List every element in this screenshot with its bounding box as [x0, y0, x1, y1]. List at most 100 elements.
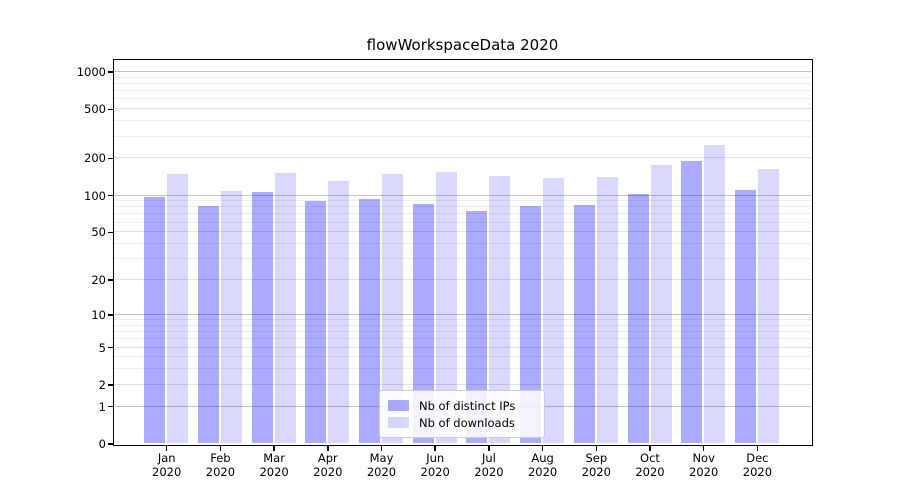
- bar: [757, 168, 779, 444]
- x-tick-mark: [488, 445, 490, 451]
- gridline: [113, 83, 812, 85]
- legend-swatch-distinct-ips: [388, 400, 409, 411]
- bar: [466, 211, 488, 444]
- y-tick-mark: [107, 157, 113, 160]
- bar: [704, 144, 726, 444]
- gridline: [113, 338, 812, 340]
- gridline: [113, 213, 812, 215]
- gridline: [113, 194, 812, 196]
- y-tick-label: 100: [84, 188, 106, 203]
- bar: [435, 171, 457, 444]
- x-tick-label: Jan 2020: [152, 451, 182, 479]
- x-tick-label: Sep 2020: [581, 451, 611, 479]
- gridline: [113, 356, 812, 358]
- gridline: [113, 135, 812, 137]
- y-tick-label: 5: [98, 340, 106, 355]
- x-tick-mark: [649, 445, 651, 451]
- bar: [220, 190, 242, 444]
- bar: [412, 203, 434, 444]
- gridline: [113, 200, 812, 202]
- y-tick-label: 500: [84, 102, 106, 117]
- gridline: [113, 313, 812, 315]
- gridline: [113, 258, 812, 260]
- legend: Nb of distinct IPs Nb of downloads: [379, 390, 545, 438]
- x-tick-label: Jun 2020: [420, 451, 450, 479]
- x-tick-mark: [273, 445, 275, 451]
- legend-item-downloads: Nb of downloads: [388, 414, 536, 431]
- y-tick-mark: [107, 405, 113, 408]
- chart-title: flowWorkspaceData 2020: [366, 36, 559, 54]
- bar: [573, 204, 595, 444]
- y-tick-label: 20: [91, 273, 106, 288]
- bar: [167, 174, 189, 444]
- x-tick-label: Feb 2020: [205, 451, 236, 479]
- gridline: [113, 319, 812, 321]
- gridline: [113, 279, 812, 281]
- y-tick-label: 200: [84, 151, 106, 166]
- y-tick-mark: [107, 194, 113, 197]
- gridline: [113, 157, 812, 159]
- gridline: [113, 231, 812, 233]
- bar: [596, 176, 618, 444]
- bar: [627, 193, 649, 444]
- bar: [734, 189, 756, 444]
- plot-area: [112, 59, 813, 446]
- x-tick-mark: [219, 445, 222, 451]
- y-tick-label: 0: [98, 437, 106, 451]
- gridline: [113, 331, 812, 333]
- gridline: [113, 76, 812, 78]
- x-tick-label: Nov 2020: [689, 451, 719, 479]
- gridline: [113, 98, 812, 100]
- x-tick-label: Aug 2020: [527, 451, 558, 479]
- y-tick-label: 1: [98, 399, 106, 414]
- gridline: [113, 108, 812, 110]
- bar: [359, 199, 380, 444]
- x-tick-label: Oct 2020: [635, 451, 665, 479]
- legend-item-distinct-ips: Nb of distinct IPs: [388, 397, 536, 414]
- y-tick-mark: [107, 71, 113, 73]
- y-tick-mark: [107, 346, 113, 349]
- gridline: [113, 120, 812, 122]
- legend-swatch-downloads: [388, 417, 409, 428]
- bar: [650, 164, 672, 444]
- x-tick-label: Jul 2020: [474, 451, 504, 479]
- bar: [144, 197, 166, 444]
- y-tick-label: 10: [91, 307, 106, 322]
- x-tick-mark: [327, 445, 329, 451]
- gridline: [113, 206, 812, 208]
- x-tick-mark: [702, 445, 705, 451]
- x-tick-label: May 2020: [366, 451, 397, 479]
- y-tick-mark: [107, 231, 113, 234]
- y-tick-label: 1000: [76, 65, 106, 80]
- x-tick-mark: [434, 445, 436, 451]
- y-tick-mark: [107, 108, 113, 111]
- bar: [489, 176, 511, 444]
- bar: [681, 161, 703, 444]
- gridline: [113, 71, 812, 73]
- x-tick-mark: [165, 445, 168, 451]
- y-tick-mark: [107, 314, 113, 316]
- y-tick-mark: [107, 443, 113, 445]
- bar: [382, 174, 403, 444]
- bar: [251, 191, 273, 444]
- gridline: [113, 243, 812, 245]
- y-tick-mark: [107, 279, 113, 281]
- x-tick-mark: [541, 445, 544, 451]
- x-tick-mark: [380, 445, 383, 451]
- y-tick-label: 2: [98, 377, 106, 392]
- x-tick-label: Apr 2020: [313, 451, 343, 479]
- gridline: [113, 346, 812, 348]
- gridline: [113, 324, 812, 326]
- gridline: [113, 368, 812, 370]
- gridline: [113, 221, 812, 223]
- bar: [543, 177, 565, 444]
- x-tick-label: Dec 2020: [742, 451, 773, 479]
- x-tick-label: Mar 2020: [259, 451, 289, 479]
- x-tick-mark: [756, 445, 759, 451]
- bar: [305, 201, 327, 444]
- bar: [520, 205, 542, 444]
- legend-label: Nb of distinct IPs: [419, 398, 516, 413]
- gridline: [113, 90, 812, 92]
- bar: [274, 173, 296, 444]
